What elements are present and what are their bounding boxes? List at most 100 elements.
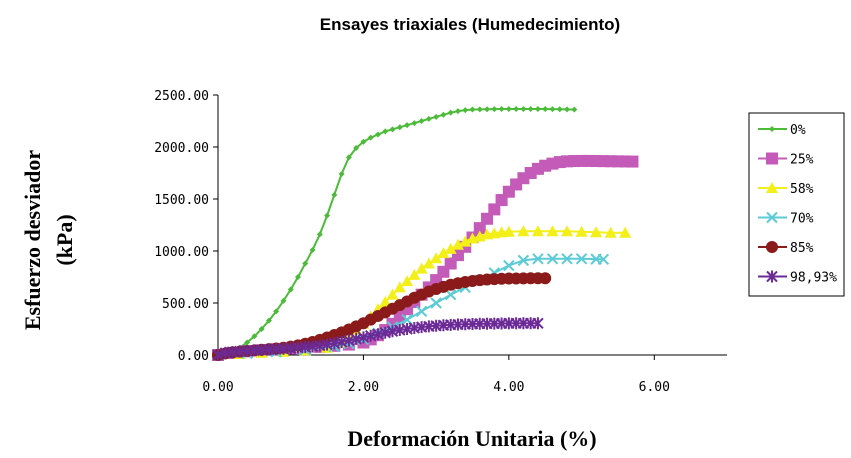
legend-label: 85% (790, 241, 814, 256)
data-point (396, 124, 403, 131)
data-point (575, 225, 588, 237)
data-point (345, 154, 352, 161)
data-point (766, 270, 778, 283)
data-point (476, 106, 483, 113)
data-point (532, 253, 544, 265)
data-point (626, 155, 639, 168)
data-point (374, 131, 381, 138)
data-point (433, 113, 440, 120)
data-point (422, 257, 435, 269)
x-tick-label: 4.00 (493, 380, 524, 395)
data-point (498, 106, 505, 113)
x-axis-label: Deformación Unitaria (%) (347, 426, 596, 451)
data-point (393, 281, 406, 293)
legend: 0% 25% 58% 70% 85% 98,93% (748, 112, 845, 297)
series-5 (212, 317, 544, 361)
data-point (212, 349, 224, 361)
legend-label: 25% (790, 153, 814, 168)
chart-title: Ensayes triaxiales (Humedecimiento) (320, 15, 620, 34)
data-point (451, 238, 464, 250)
data-point (502, 225, 515, 237)
data-point (302, 260, 309, 267)
data-point (430, 252, 443, 264)
data-point (389, 126, 396, 133)
legend-item: 98,93% (758, 270, 837, 286)
x-tick-label: 2.00 (348, 380, 379, 395)
data-point (425, 115, 432, 122)
y-tick-label: 2000.00 (154, 141, 209, 156)
data-point (484, 106, 491, 113)
y-axis-label-line-2: (kPa) (52, 214, 77, 265)
data-point (597, 253, 610, 266)
y-axis-label-line-1: Esfuerzo desviador (20, 150, 45, 331)
data-point (491, 106, 498, 113)
data-point (462, 107, 469, 114)
data-point (488, 203, 501, 216)
data-point (534, 106, 541, 113)
data-point (503, 259, 515, 272)
y-tick-label: 500.00 (162, 297, 209, 312)
data-point (575, 253, 588, 265)
data-point (769, 126, 775, 132)
data-point (517, 225, 530, 237)
data-point (386, 288, 399, 300)
data-point (244, 339, 251, 346)
legend-label: 98,93% (790, 271, 837, 286)
data-point (294, 274, 301, 280)
data-point (273, 308, 280, 315)
data-point (546, 253, 559, 265)
legend-box (748, 112, 845, 297)
data-point (287, 286, 294, 293)
legend-item: 70% (758, 212, 814, 227)
data-point (353, 145, 360, 152)
data-point (549, 106, 556, 113)
data-point (316, 231, 323, 238)
data-point (481, 212, 494, 225)
x-tick-label: 0.00 (202, 380, 233, 395)
data-point (382, 128, 389, 135)
data-point (440, 111, 447, 118)
legend-item: 0% (758, 123, 806, 138)
data-point (520, 106, 527, 113)
legend-item: 58% (758, 182, 814, 197)
legend-label: 70% (790, 212, 814, 227)
data-point (459, 235, 472, 247)
data-point (447, 109, 454, 116)
data-point (415, 262, 428, 274)
series-0 (215, 106, 578, 358)
y-tick-label: 2500.00 (154, 89, 209, 104)
x-tick-label: 6.00 (639, 380, 670, 395)
data-point (590, 226, 603, 238)
data-point (561, 225, 574, 237)
data-point (604, 226, 617, 238)
data-point (309, 246, 316, 253)
data-point (360, 138, 367, 145)
series-layer (212, 106, 639, 361)
data-point (473, 222, 486, 235)
data-point (510, 178, 523, 191)
legend-item: 25% (758, 152, 814, 168)
data-point (454, 108, 461, 115)
data-point (415, 305, 428, 318)
axes: 0.00 500.00 1000.00 1500.00 2000.00 2500.00 0.… (154, 89, 727, 395)
data-point (469, 106, 476, 113)
legend-label: 58% (790, 182, 814, 197)
data-point (401, 275, 414, 287)
data-point (517, 254, 530, 267)
data-point (251, 333, 258, 340)
data-point (766, 182, 778, 193)
data-point (556, 106, 563, 113)
data-point (408, 268, 421, 280)
data-point (331, 191, 338, 198)
data-point (404, 122, 411, 129)
data-point (324, 212, 331, 219)
data-point (513, 106, 520, 113)
data-point (418, 118, 425, 124)
data-point (437, 247, 450, 259)
legend-item: 85% (758, 241, 814, 256)
y-tick-label: 1500.00 (154, 193, 209, 208)
data-point (766, 152, 778, 165)
y-tick-label: 0.00 (178, 349, 209, 364)
data-point (430, 297, 442, 309)
